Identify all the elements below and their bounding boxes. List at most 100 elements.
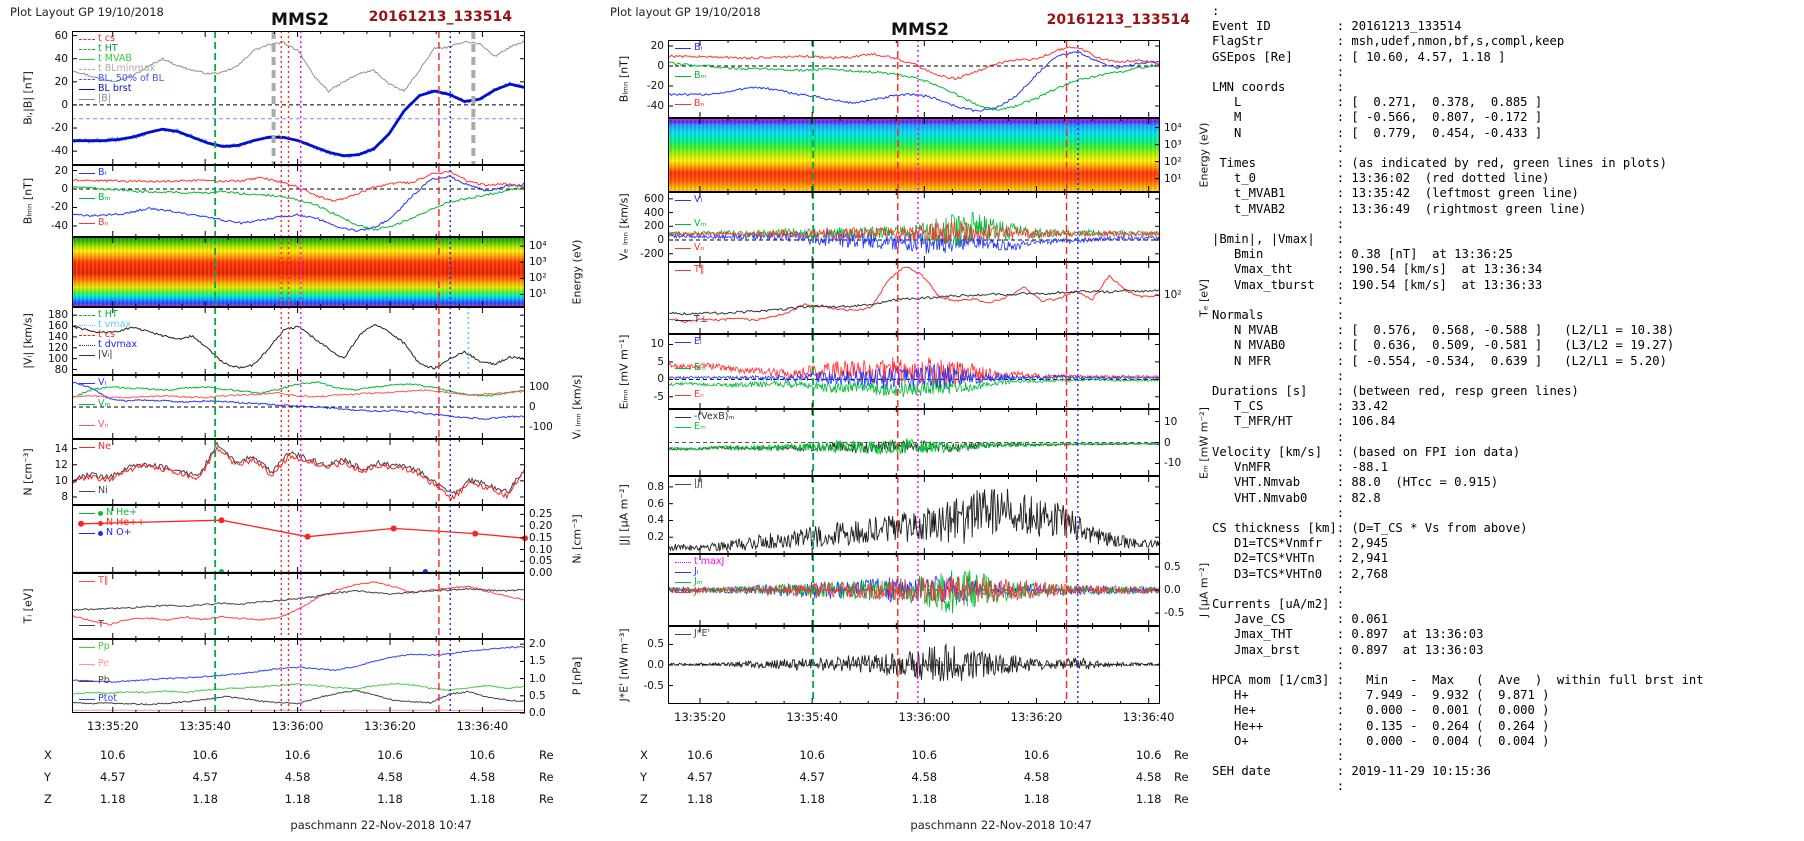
ytick-right-label: 0.0 [1164,584,1181,596]
panel-svg-bl-b [71,31,526,165]
ytick-right-label: 0.5 [529,689,546,702]
middle-plot-event-id: 20161213_133514 [1046,12,1190,28]
axis-label-right-ion-spectrogram: Energy (eV) [570,239,584,305]
legend-text: Ptot [98,692,117,704]
legend-item: Jₗ [675,566,724,577]
legend-b-lmn: Bₗ Bₘ Bₙ [79,167,169,228]
legend-e-lmn: Eₗ Eₘ Eₙ [675,336,765,400]
legend-text: -(VexB)ₘ [694,410,735,422]
legend-item: N He++ [79,517,145,528]
legend-item: T∥ [675,264,705,275]
ytick-right-label: 10¹ [1164,172,1182,185]
legend-swatch [79,38,95,40]
ytick-right-label: 10³ [529,256,547,269]
legend-text: Ni [98,484,108,496]
legend-text: t dvmax [98,338,138,350]
position-value: 10.6 [911,748,938,762]
legend-swatch [79,403,95,405]
panel-ion-spectrogram [72,237,525,307]
legend-text: BL, 50% of BL [98,72,164,84]
time-tick-label: 13:36:00 [271,719,324,733]
axis-label-j-mag: |J| [μA m⁻²] [617,484,631,546]
legend-text: Eₙ [694,388,704,400]
legend-item: Jₙ [675,586,724,597]
position-value: 10.6 [284,748,311,762]
legend-text: |J| [694,477,704,489]
legend-swatch [675,416,691,418]
ytick-right-label: 0.5 [1164,560,1181,573]
legend-text: |Vᵢ| [98,348,113,360]
legend-swatch [675,591,691,593]
legend-text: BL brst [98,82,132,94]
legend-text: t cs [98,32,115,44]
ytick-label: 14 [54,442,68,455]
legend-item: t HT [79,43,164,54]
ytick-label: -20 [50,122,68,135]
legend-swatch [79,78,95,80]
position-value: 10.6 [99,748,126,762]
ytick-label: 0 [657,373,664,386]
time-tick-label: 13:36:40 [1122,710,1175,724]
axis-label-b-lmn: Bₗₘₙ [nT] [21,177,35,225]
position-value: 4.58 [1023,770,1050,784]
legend-swatch [675,47,691,49]
axis-label-jdote: J*E' [nW m⁻³] [617,628,631,702]
panel-svg-e-lmn [667,334,1161,409]
position-value: 4.57 [687,770,713,784]
legend-swatch [79,172,95,174]
ytick-right-label: 0.20 [529,520,553,533]
legend-swatch [675,426,691,428]
panel-b-lmn [667,40,1161,118]
ytick-right-label: 0 [529,401,536,413]
legend-swatch [675,103,691,105]
position-value: 10.6 [687,748,713,762]
left-plot-event-id: 20161213_133514 [368,9,512,25]
legend-text: T∥ [98,574,109,586]
legend-item: J*E' [675,628,710,639]
ytick-label: 180 [47,309,68,322]
ytick-label: 0.8 [647,480,664,493]
position-value: 1.18 [799,792,825,806]
position-row-label: Y [640,770,648,784]
ytick-label: -40 [50,219,68,232]
legend-text: Bₙ [98,216,109,228]
legend-swatch [79,58,95,60]
position-value: 10.6 [1135,748,1162,762]
legend-swatch [675,394,691,396]
legend-swatch [79,698,95,700]
legend-swatch [79,222,95,224]
ytick-label: 0 [657,60,664,72]
ytick-label: 0.2 [647,531,664,544]
ytick-label: 160 [47,320,68,333]
legend-j-lmn: t maxJ Jₗ Jₘ Jₙ [675,556,724,597]
legend-item: -(VexB)ₘ [675,410,735,422]
panel-svg-j-mag [668,476,1161,554]
time-tick-label: 13:36:40 [456,719,509,733]
ytick-label: 40 [54,52,68,65]
ytick-label: -5 [653,390,664,403]
ytick-label: 8 [61,490,68,503]
position-row-label: X [44,748,52,762]
ytick-label: 60 [54,29,68,42]
ytick-right-label: 0.10 [529,543,553,556]
legend-swatch [79,663,95,665]
position-value: 1.18 [284,792,311,806]
info-text-panel: : Event ID : 20161213_133514 FlagStr : m… [1204,0,1804,841]
legend-swatch [79,344,95,346]
panel-svg-minor-ion-density [72,505,528,575]
position-value: 1.18 [99,792,126,806]
ytick-right-label: -0.5 [1164,607,1185,620]
ytick-right-label: 0 [1164,436,1171,449]
panel-v-lmn [71,375,526,439]
time-tick-label: 13:35:20 [674,710,726,724]
panel-bl-b [71,31,526,165]
legend-text: Vₘ [98,397,111,409]
ytick-label: 200 [643,220,664,233]
position-row-label: Y [44,770,52,784]
legend-b-lmn: Bₗ Bₘ Bₙ [675,42,765,108]
panel-svg-ve-lmn [667,192,1161,262]
legend-bl-b: t cs t HT t MVAB t BLminmax BL, 50% of BL BL … [79,32,164,104]
legend-swatch [675,319,691,321]
ytick-right-label: 10³ [1164,138,1182,151]
legend-marker-dot [98,520,103,526]
